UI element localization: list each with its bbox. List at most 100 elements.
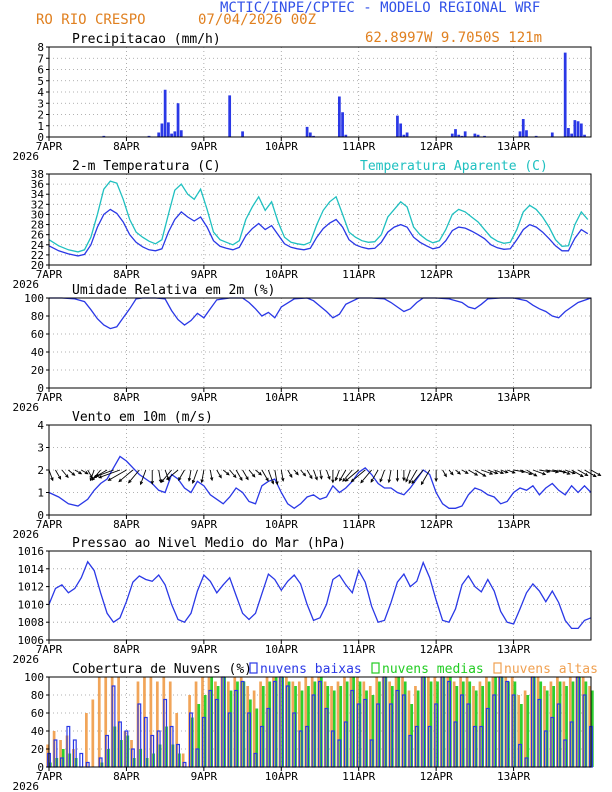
precip-bar xyxy=(396,115,399,137)
cloud-mid-bar xyxy=(255,708,259,767)
x-tick-label: 9APR xyxy=(191,140,218,153)
wind-arrow-head xyxy=(350,478,355,483)
wind-arrow xyxy=(267,469,274,484)
wind-arrow xyxy=(532,469,546,475)
panel-frame xyxy=(48,173,592,266)
x-tick-label: 7APR xyxy=(36,518,63,531)
wind-arrow-head xyxy=(319,475,323,480)
cloud-mid-bar xyxy=(339,686,343,767)
legend-label: nuvens baixas xyxy=(260,662,362,677)
wind-arrow-head xyxy=(245,476,249,481)
cloud-high-bar xyxy=(517,695,521,767)
wind-arrow xyxy=(91,469,101,481)
panel-title: Cobertura de Nuvens (%) xyxy=(72,662,252,677)
wind-arrow xyxy=(192,469,198,484)
panel-3: 0 20 40 60 80 100 7APR 8APR 9APR 10APR 11APR 12APR 1… xyxy=(13,283,592,414)
x-tick-label: 8APR xyxy=(113,643,140,656)
wind-arrow-head xyxy=(84,471,89,475)
wind-arrow xyxy=(313,469,318,480)
x-tick-label: 13APR xyxy=(497,643,530,656)
x-tick-label: 10APR xyxy=(265,643,298,656)
cloud-high-bar xyxy=(104,677,108,767)
wind-arrow-head xyxy=(370,478,374,483)
precip-bar xyxy=(312,135,315,137)
x-tick-label: 11APR xyxy=(342,770,375,783)
cloud-high-bar xyxy=(91,699,95,767)
precip-bar xyxy=(170,133,173,137)
y-tick-label: 1 xyxy=(37,487,44,500)
x-tick-label: 7APR xyxy=(36,140,63,153)
y-tick-label: 1010 xyxy=(18,598,45,611)
x-tick-label: 7APR xyxy=(36,770,63,783)
wind-arrow-head xyxy=(314,476,318,481)
wind-arrow xyxy=(248,469,256,478)
series-line-2 xyxy=(48,208,589,257)
wind-arrow xyxy=(158,469,162,483)
y-tick-label: 20 xyxy=(31,743,44,756)
wind-arrow-head xyxy=(482,473,487,477)
wind-arrow xyxy=(558,469,570,475)
wind-arrow xyxy=(319,469,322,479)
cloud-high-bar xyxy=(259,681,262,767)
precip-bar xyxy=(534,135,538,137)
panel-title: 2-m Temperatura (C) xyxy=(72,159,221,174)
wind-arrow xyxy=(526,469,537,477)
cloud-high-bar xyxy=(368,686,372,767)
y-tick-label: 1012 xyxy=(18,581,45,594)
y-tick-label: 40 xyxy=(31,346,44,359)
y-tick-label: 22 xyxy=(31,249,44,262)
precip-bar xyxy=(163,89,167,137)
x-tick-label: 8APR xyxy=(113,268,140,281)
y-tick-label: 30 xyxy=(31,208,44,221)
precip-bar xyxy=(473,133,477,137)
wind-arrow-head xyxy=(200,479,204,484)
wind-arrow xyxy=(178,469,185,481)
wind-arrow xyxy=(565,469,576,474)
wind-arrow-head xyxy=(402,477,406,482)
x-tick-label: 13APR xyxy=(497,140,530,153)
wind-arrow-head xyxy=(339,477,343,482)
cloud-high-bar xyxy=(181,753,185,767)
wind-arrow-head xyxy=(584,472,589,477)
precip-bar xyxy=(579,123,583,137)
wind-arrow xyxy=(81,469,88,475)
y-tick-label: 7 xyxy=(37,52,44,65)
cloud-high-bar xyxy=(149,677,153,767)
cloud-mid-bar xyxy=(332,690,336,767)
precip-bar xyxy=(460,135,464,137)
wind-arrow xyxy=(326,469,331,480)
x-tick-label: 12APR xyxy=(420,391,453,404)
x-tick-label: 12APR xyxy=(420,770,453,783)
x-tick-label: 11APR xyxy=(342,391,375,404)
wind-arrow xyxy=(255,469,262,476)
x-tick-label: 8APR xyxy=(113,391,140,404)
legend-swatch xyxy=(371,662,380,674)
series-line-1 xyxy=(48,455,592,510)
wind-arrow-head xyxy=(395,478,400,483)
wind-arrow xyxy=(539,469,550,473)
wind-arrow-head xyxy=(65,474,69,479)
wind-arrow xyxy=(274,469,278,485)
precip-bar xyxy=(160,123,164,137)
wind-arrow-head xyxy=(387,479,391,484)
wind-arrow-head xyxy=(528,471,533,475)
y-tick-label: 80 xyxy=(31,310,44,323)
wind-arrow-head xyxy=(408,480,412,485)
panel-frame xyxy=(48,550,592,641)
cloud-low-bar xyxy=(79,752,84,768)
wind-arrow-head xyxy=(127,479,132,484)
y-tick-label: 0 xyxy=(37,382,44,395)
wind-arrow-head xyxy=(360,479,364,484)
precip-bar xyxy=(483,135,486,137)
x-year-label: 2026 xyxy=(13,780,40,792)
wind-arrow-head xyxy=(158,479,163,484)
y-tick-label: 1008 xyxy=(18,616,45,629)
precip-bar xyxy=(550,132,554,137)
wind-arrow-head xyxy=(500,470,505,475)
wind-arrow xyxy=(300,469,306,477)
wind-arrow xyxy=(345,469,360,482)
wind-arrow xyxy=(166,469,179,480)
panel-frame xyxy=(48,297,592,389)
wind-arrow-head xyxy=(331,479,335,484)
